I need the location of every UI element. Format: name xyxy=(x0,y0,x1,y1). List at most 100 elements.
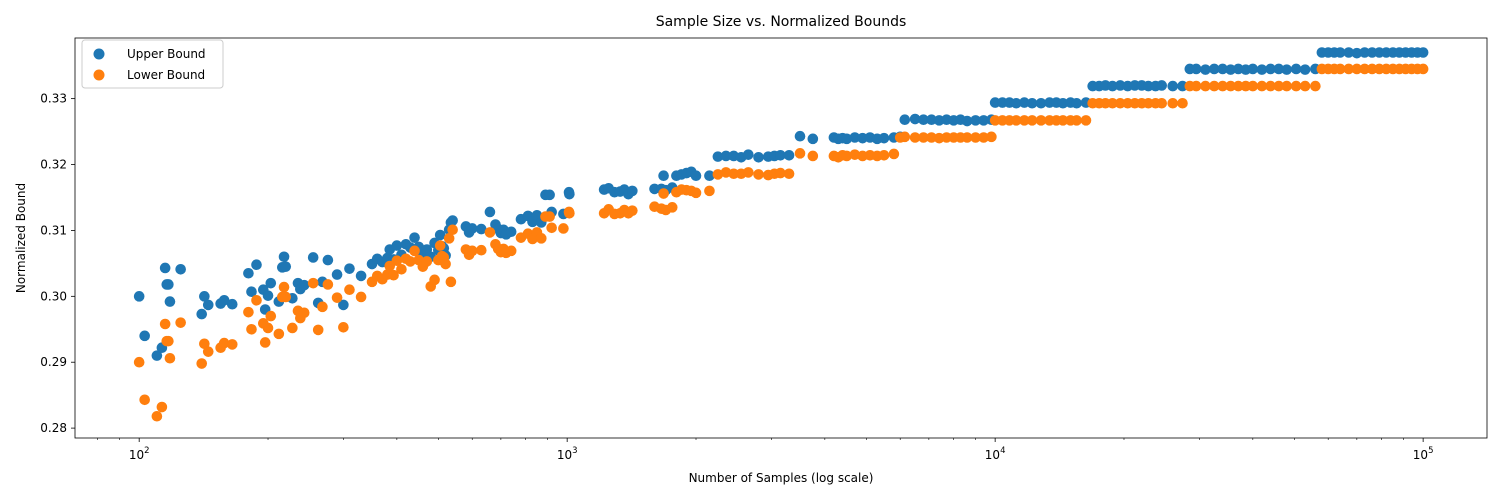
data-point-0-134 xyxy=(970,115,981,126)
data-point-1-117 xyxy=(841,150,853,162)
data-point-1-101 xyxy=(704,185,715,197)
legend-frame xyxy=(81,39,224,89)
data-point-1-184 xyxy=(1351,63,1363,75)
data-point-1-25 xyxy=(280,291,292,303)
data-point-0-4 xyxy=(159,262,171,274)
data-point-0-48 xyxy=(409,232,420,243)
data-point-1-59 xyxy=(443,233,455,244)
legend-label-lower-bound: Lower Bound xyxy=(127,68,205,82)
y-tick-label-2: 0.30 xyxy=(40,289,67,303)
data-point-0-162 xyxy=(1177,80,1188,92)
data-point-1-80 xyxy=(546,222,557,234)
data-point-1-137 xyxy=(989,115,1001,126)
data-point-1-3 xyxy=(156,401,168,413)
data-point-1-35 xyxy=(338,321,349,333)
data-point-0-126 xyxy=(909,113,921,125)
x-tick-label-0: 102 xyxy=(129,446,150,462)
data-point-1-165 xyxy=(1200,80,1211,92)
data-point-0-83 xyxy=(564,188,575,200)
data-point-0-183 xyxy=(1343,47,1354,58)
plot-area xyxy=(75,38,1487,438)
data-point-1-171 xyxy=(1247,80,1259,92)
data-point-1-113 xyxy=(807,150,819,162)
data-point-1-30 xyxy=(307,277,319,289)
data-point-0-184 xyxy=(1351,47,1363,59)
data-point-0-135 xyxy=(978,115,989,126)
data-point-0-37 xyxy=(355,270,367,282)
legend-marker-upper-bound xyxy=(93,48,105,60)
data-point-1-168 xyxy=(1225,80,1236,92)
data-point-1-33 xyxy=(322,279,334,290)
data-point-1-22 xyxy=(273,328,285,340)
data-point-1-175 xyxy=(1281,80,1293,92)
data-point-1-81 xyxy=(558,223,569,234)
data-point-1-177 xyxy=(1299,80,1311,92)
data-point-0-15 xyxy=(243,267,254,279)
x-tick-label-2: 104 xyxy=(985,446,1006,462)
data-point-1-178 xyxy=(1310,80,1321,92)
data-point-0-55 xyxy=(434,229,446,241)
data-point-0-107 xyxy=(753,151,764,163)
data-point-0-160 xyxy=(1156,80,1168,91)
x-axis: 102 103 104 105 xyxy=(97,438,1433,462)
data-point-1-162 xyxy=(1177,97,1188,109)
data-point-1-102 xyxy=(712,169,724,180)
data-point-0-2 xyxy=(151,350,163,361)
data-point-0-64 xyxy=(466,223,478,234)
data-point-0-165 xyxy=(1200,64,1211,75)
data-point-1-13 xyxy=(218,337,230,349)
data-point-0-21 xyxy=(265,277,277,289)
data-point-1-51 xyxy=(421,256,433,267)
data-point-0-20 xyxy=(262,290,274,301)
data-point-1-95 xyxy=(666,202,678,213)
series-1 xyxy=(133,63,1429,422)
data-point-0-173 xyxy=(1265,63,1276,75)
data-point-0-72 xyxy=(505,226,517,238)
data-point-1-83 xyxy=(564,207,575,219)
data-point-0-177 xyxy=(1299,64,1311,75)
data-point-0-10 xyxy=(199,291,210,302)
data-point-1-60 xyxy=(445,276,457,288)
data-point-0-174 xyxy=(1273,63,1285,75)
x-axis-title: Number of Samples (log scale) xyxy=(689,471,874,485)
data-point-1-26 xyxy=(287,322,298,334)
legend-marker-lower-bound xyxy=(93,69,105,81)
data-point-0-117 xyxy=(841,133,853,145)
data-point-0-137 xyxy=(989,97,1001,108)
data-point-0-93 xyxy=(658,170,669,182)
data-point-1-16 xyxy=(246,323,257,335)
data-point-1-166 xyxy=(1208,80,1220,92)
data-point-1-142 xyxy=(1026,115,1038,126)
data-point-1-146 xyxy=(1057,115,1069,126)
data-point-0-36 xyxy=(344,263,355,274)
y-tick-label-3: 0.31 xyxy=(40,223,67,237)
data-point-0-153 xyxy=(1107,80,1118,92)
data-point-0-140 xyxy=(1010,97,1022,109)
data-point-0-125 xyxy=(899,114,911,126)
data-point-1-169 xyxy=(1233,80,1244,92)
data-point-1-24 xyxy=(278,281,290,293)
data-point-1-153 xyxy=(1107,97,1118,109)
data-point-1-183 xyxy=(1343,63,1354,75)
data-point-0-25 xyxy=(280,261,292,272)
data-point-1-154 xyxy=(1114,97,1126,109)
data-point-1-0 xyxy=(133,356,145,368)
data-point-0-30 xyxy=(307,252,319,263)
data-point-0-122 xyxy=(878,132,890,144)
data-point-0-102 xyxy=(712,151,724,162)
data-point-1-79 xyxy=(544,211,555,222)
data-point-0-11 xyxy=(202,299,214,311)
data-point-0-13 xyxy=(218,294,230,306)
data-point-0-128 xyxy=(926,114,937,126)
data-point-1-148 xyxy=(1071,115,1082,126)
data-point-1-32 xyxy=(317,301,328,313)
data-point-1-185 xyxy=(1359,63,1370,75)
data-point-1-45 xyxy=(396,264,407,275)
data-point-0-172 xyxy=(1256,64,1268,75)
data-point-1-21 xyxy=(265,310,277,322)
chart-title: Sample Size vs. Normalized Bounds xyxy=(656,14,907,30)
data-point-0-142 xyxy=(1026,97,1038,109)
data-point-1-134 xyxy=(970,132,981,143)
data-point-0-0 xyxy=(133,291,145,302)
